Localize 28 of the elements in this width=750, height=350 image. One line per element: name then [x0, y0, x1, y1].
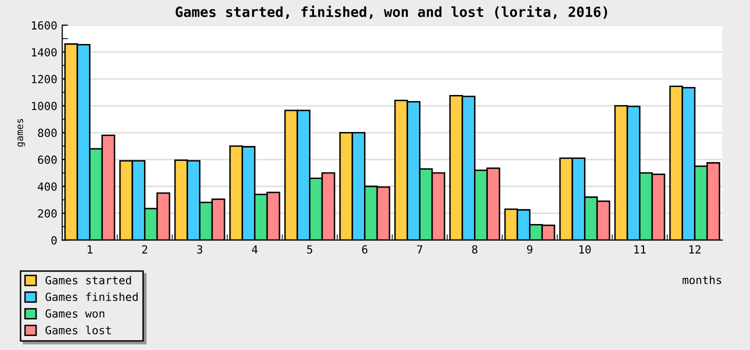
y-tick-label: 1600	[32, 21, 57, 30]
x-tick-label: 6	[362, 245, 368, 254]
x-tick-label: 5	[307, 245, 312, 254]
y-tick-label: 1000	[32, 102, 57, 110]
x-tick-label: 7	[417, 245, 422, 254]
legend-label: Games lost	[46, 326, 111, 334]
x-tick-label: 2	[142, 245, 148, 254]
x-tick-label: 8	[472, 245, 478, 254]
x-tick-label: 11	[634, 245, 646, 254]
x-tick-label: 10	[579, 245, 591, 254]
y-tick-label: 400	[38, 182, 57, 191]
legend-label: Games finished	[46, 292, 138, 302]
x-tick-label: 4	[252, 245, 258, 254]
y-axis-title: games	[18, 118, 26, 147]
chart-title: Games started, finished, won and lost (lorita, 2016)	[176, 6, 608, 19]
x-tick-label: 1	[88, 245, 92, 254]
legend-label: Games started	[46, 276, 131, 284]
x-tick-label: 9	[527, 245, 532, 254]
y-tick-label: 800	[38, 128, 57, 138]
y-tick-label: 600	[38, 156, 57, 164]
x-tick-label: 3	[197, 245, 202, 254]
x-axis-title: months	[682, 276, 722, 284]
y-tick-label: 200	[38, 209, 57, 218]
x-tick-label: 12	[689, 245, 700, 254]
y-tick-label: 1400	[32, 48, 57, 56]
y-tick-label: 0	[51, 236, 57, 245]
legend-label: Games won	[46, 309, 104, 318]
y-tick-label: 1200	[32, 74, 57, 84]
